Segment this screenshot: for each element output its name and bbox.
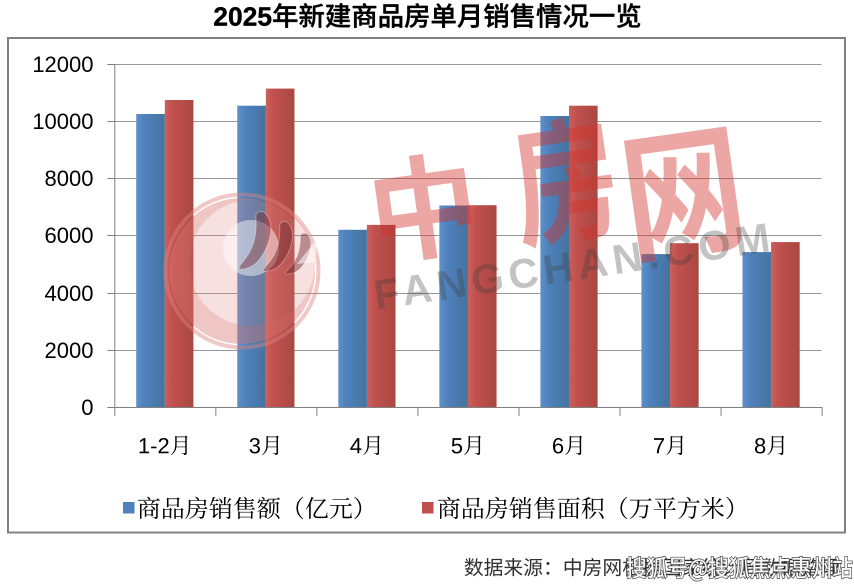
- svg-text:10000: 10000: [32, 109, 93, 134]
- svg-text:6000: 6000: [45, 223, 94, 248]
- svg-text:12000: 12000: [32, 52, 93, 77]
- svg-text:2000: 2000: [45, 338, 94, 363]
- svg-text:4000: 4000: [45, 281, 94, 306]
- svg-text:8000: 8000: [45, 166, 94, 191]
- svg-text:0: 0: [81, 395, 93, 420]
